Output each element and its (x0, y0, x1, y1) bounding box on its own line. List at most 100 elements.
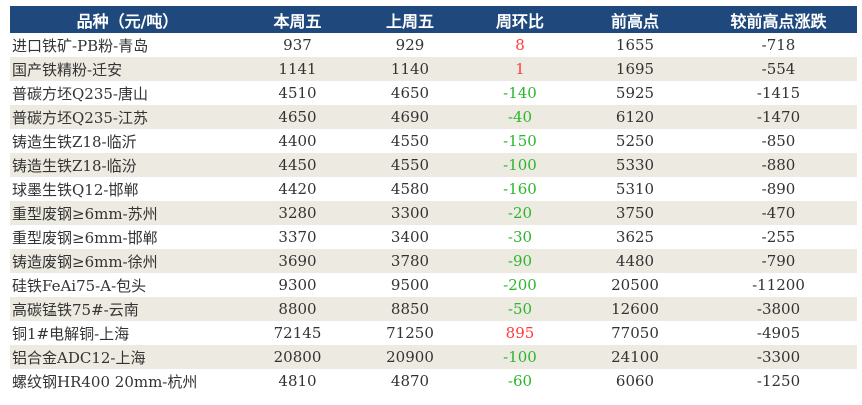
cell-product: 铸造生铁Z18-临沂 (12, 132, 137, 151)
table-row: 重型废钢≥6mm-苏州 3280 3300 -20 3750 -470 (10, 201, 857, 225)
cell-last-friday: 4690 (350, 105, 470, 129)
cell-last-friday: 3780 (350, 249, 470, 273)
table-row: 高碳锰铁75#-云南 8800 8850 -50 12600 -3800 (10, 297, 857, 321)
cell-previous-high: 4480 (570, 249, 700, 273)
table-row: 铸造生铁Z18-临沂 4400 4550 -150 5250 -850 (10, 129, 857, 153)
cell-previous-high: 24100 (570, 345, 700, 369)
header-previous-high: 前高点 (570, 6, 700, 33)
cell-week-change: -40 (470, 105, 570, 129)
cell-product: 硅铁FeAi75-A-包头 (12, 276, 147, 295)
table-row: 硅铁FeAi75-A-包头 9300 9500 -200 20500 -11200 (10, 273, 857, 297)
cell-last-friday: 4870 (390, 372, 430, 390)
table-row: 国产铁精粉-迁安 1141 1140 1 1695 -554 (10, 57, 857, 81)
cell-product: 普碳方坯Q235-江苏 (10, 105, 245, 129)
cell-change-from-high: -554 (700, 57, 857, 81)
cell-product: 铜1#电解铜-上海 (12, 324, 130, 343)
cell-previous-high: 6120 (570, 105, 700, 129)
cell-previous-high: 1655 (615, 36, 655, 54)
cell-last-friday: 4550 (350, 153, 470, 177)
cell-week-change: 1 (470, 57, 570, 81)
cell-product: 重型废钢≥6mm-邯郸 (12, 228, 158, 247)
cell-last-friday: 1140 (350, 57, 470, 81)
cell-change-from-high: -11200 (752, 276, 805, 294)
cell-this-friday: 4650 (245, 105, 350, 129)
table-row: 铸造生铁Z18-临汾 4450 4550 -100 5330 -880 (10, 153, 857, 177)
cell-week-change: -200 (503, 276, 537, 294)
cell-last-friday: 4650 (390, 84, 430, 102)
cell-this-friday: 937 (283, 36, 312, 54)
cell-this-friday: 8800 (245, 297, 350, 321)
cell-previous-high: 5310 (615, 180, 655, 198)
cell-product: 重型废钢≥6mm-苏州 (10, 201, 245, 225)
cell-this-friday: 3690 (245, 249, 350, 273)
cell-product: 普碳方坯Q235-唐山 (12, 84, 148, 103)
table-row: 普碳方坯Q235-江苏 4650 4690 -40 6120 -1470 (10, 105, 857, 129)
cell-change-from-high: -850 (761, 132, 796, 150)
cell-previous-high: 5330 (570, 153, 700, 177)
cell-product: 铝合金ADC12-上海 (10, 345, 245, 369)
header-week-change: 周环比 (470, 6, 570, 33)
cell-previous-high: 1695 (570, 57, 700, 81)
cell-this-friday: 1141 (245, 57, 350, 81)
cell-this-friday: 4810 (278, 372, 317, 390)
cell-week-change: -90 (470, 249, 570, 273)
cell-change-from-high: -3300 (700, 345, 857, 369)
cell-week-change: -20 (470, 201, 570, 225)
cell-change-from-high: -1470 (700, 105, 857, 129)
cell-product: 铸造废钢≥6mm-徐州 (10, 249, 245, 273)
header-last-friday: 上周五 (350, 6, 470, 33)
cell-this-friday: 9300 (278, 276, 317, 294)
cell-this-friday: 20800 (245, 345, 350, 369)
cell-last-friday: 9500 (390, 276, 430, 294)
cell-week-change: -50 (470, 297, 570, 321)
cell-week-change: 8 (515, 36, 525, 54)
cell-this-friday: 3370 (278, 228, 317, 246)
header-row: 品种（元/吨） 本周五 上周五 周环比 前高点 较前高点涨跌 (10, 6, 857, 33)
cell-change-from-high: -790 (700, 249, 857, 273)
cell-last-friday: 929 (395, 36, 425, 54)
cell-change-from-high: -1250 (756, 372, 801, 390)
header-change-from-high: 较前高点涨跌 (700, 6, 857, 33)
cell-change-from-high: -470 (700, 201, 857, 225)
table-row: 普碳方坯Q235-唐山 4510 4650 -140 5925 -1415 (10, 81, 857, 105)
cell-previous-high: 3750 (570, 201, 700, 225)
cell-this-friday: 4450 (245, 153, 350, 177)
cell-change-from-high: -890 (761, 180, 796, 198)
cell-last-friday: 3400 (390, 228, 430, 246)
cell-change-from-high: -718 (761, 36, 796, 54)
cell-week-change: -60 (507, 372, 533, 390)
cell-this-friday: 4420 (278, 180, 317, 198)
cell-product: 国产铁精粉-迁安 (10, 57, 245, 81)
cell-previous-high: 20500 (611, 276, 659, 294)
table-row: 进口铁矿-PB粉-青岛 937 929 8 1655 -718 (10, 33, 857, 57)
cell-this-friday: 4400 (278, 132, 317, 150)
cell-change-from-high: -880 (700, 153, 857, 177)
cell-week-change: -30 (507, 228, 533, 246)
table-row: 螺纹钢HR400 20mm-杭州 4810 4870 -60 6060 -1250 (10, 369, 857, 393)
header-product: 品种（元/吨） (10, 6, 245, 33)
cell-product: 进口铁矿-PB粉-青岛 (12, 36, 149, 55)
price-table: 品种（元/吨） 本周五 上周五 周环比 前高点 较前高点涨跌 进口铁矿-PB粉-青岛 937… (10, 6, 857, 393)
cell-previous-high: 77050 (611, 324, 659, 342)
table-row: 球墨生铁Q12-邯郸 4420 4580 -160 5310 -890 (10, 177, 857, 201)
cell-previous-high: 3625 (615, 228, 655, 246)
cell-week-change: -100 (470, 153, 570, 177)
table-row: 铝合金ADC12-上海 20800 20900 -100 24100 -3300 (10, 345, 857, 369)
cell-product: 高碳锰铁75#-云南 (10, 297, 245, 321)
cell-this-friday: 4510 (278, 84, 317, 102)
cell-product: 球墨生铁Q12-邯郸 (12, 180, 139, 199)
cell-last-friday: 71250 (386, 324, 434, 342)
cell-change-from-high: -4905 (756, 324, 801, 342)
cell-this-friday: 3280 (245, 201, 350, 225)
table-row: 铸造废钢≥6mm-徐州 3690 3780 -90 4480 -790 (10, 249, 857, 273)
cell-previous-high: 6060 (615, 372, 655, 390)
table-row: 铜1#电解铜-上海 72145 71250 895 77050 -4905 (10, 321, 857, 345)
cell-previous-high: 5250 (615, 132, 655, 150)
cell-change-from-high: -3800 (700, 297, 857, 321)
cell-week-change: -150 (503, 132, 537, 150)
cell-change-from-high: -255 (761, 228, 796, 246)
cell-product: 螺纹钢HR400 20mm-杭州 (12, 372, 198, 391)
header-this-friday: 本周五 (245, 6, 350, 33)
table-row: 重型废钢≥6mm-邯郸 3370 3400 -30 3625 -255 (10, 225, 857, 249)
cell-last-friday: 4580 (390, 180, 430, 198)
